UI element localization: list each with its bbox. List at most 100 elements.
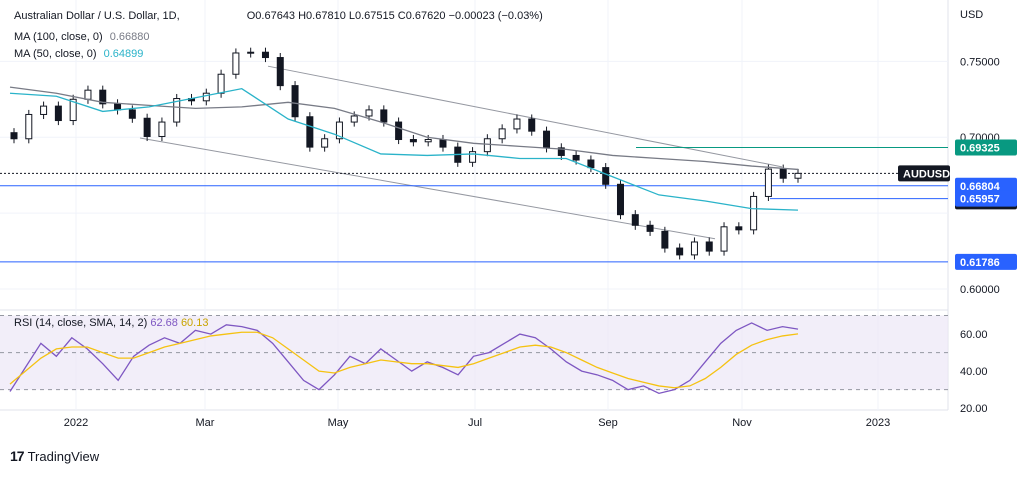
- candle-body: [365, 109, 373, 117]
- candle-body: [705, 241, 713, 252]
- candle-body: [439, 139, 447, 148]
- candle-body: [350, 115, 358, 123]
- ohlc-readout: O0.67643 H0.67810 L0.67515 C0.67620 −0.0…: [246, 10, 543, 22]
- candle-body: [202, 92, 210, 102]
- time-tick-label: Nov: [732, 417, 752, 429]
- currency-label: USD: [960, 9, 983, 21]
- candle-body: [572, 154, 580, 161]
- candle-body: [380, 109, 388, 123]
- price-pane: [0, 47, 948, 263]
- brand-name[interactable]: TradingView: [27, 448, 100, 464]
- candle-body: [557, 147, 565, 156]
- time-tick-label: 2023: [866, 417, 890, 429]
- price-label: 0.65957: [960, 194, 1000, 206]
- ma100-line: [9, 86, 799, 171]
- candle-body: [173, 98, 181, 123]
- candle-body: [217, 73, 225, 94]
- rsi-line: [9, 322, 799, 395]
- axes: USD0.750000.700000.600000.69325AUDUSD0.6…: [64, 9, 1017, 429]
- candle-body: [631, 214, 639, 226]
- candle-body: [25, 113, 33, 140]
- rsi-label: RSI (14, close, SMA, 14, 2): [14, 317, 148, 329]
- candle-body: [158, 121, 166, 137]
- rsi-tick-label: 60.00: [960, 329, 988, 341]
- candle-body: [409, 139, 417, 143]
- candle-body: [247, 51, 255, 54]
- price-label-box: [955, 190, 1017, 207]
- candle-body: [794, 172, 802, 179]
- ma50-line: [9, 87, 799, 211]
- candle-body: [99, 89, 107, 105]
- candle-body: [395, 121, 403, 141]
- candle-body: [483, 138, 491, 153]
- trend-channel-upper: [267, 65, 783, 168]
- price-label: AUDUSD: [903, 168, 950, 180]
- candle-body: [735, 226, 743, 231]
- time-tick-label: Mar: [196, 417, 215, 429]
- time-tick-label: 2022: [64, 417, 88, 429]
- rsi-pane: [0, 315, 948, 395]
- candle-body: [10, 132, 18, 140]
- candle-body: [69, 98, 77, 122]
- time-tick-label: Jul: [468, 417, 482, 429]
- candle-body: [750, 195, 758, 231]
- price-tick-label: 0.60000: [960, 284, 1000, 296]
- candle-body: [676, 247, 684, 256]
- candle-body: [276, 57, 284, 87]
- grid: [0, 0, 949, 411]
- candle-body: [528, 118, 536, 132]
- candle-body: [143, 117, 151, 137]
- candle-body: [84, 89, 92, 100]
- price-label: 0.61786: [960, 257, 1000, 269]
- candle-body: [779, 168, 787, 179]
- ma50-legend: MA (50, close, 0) 0.64899: [14, 48, 147, 60]
- symbol-legend: Australian Dollar / U.S. Dollar, 1D, O0.…: [14, 10, 547, 22]
- ma50-value: 0.64899: [103, 48, 144, 60]
- price-label-box: [955, 139, 1017, 156]
- candle-body: [543, 130, 551, 149]
- rsi-sma-line: [9, 331, 799, 389]
- candle-body: [469, 151, 477, 163]
- rsi-tick-label: 20.00: [960, 403, 988, 415]
- candle-body: [690, 241, 698, 256]
- symbol-title: Australian Dollar / U.S. Dollar, 1D,: [14, 10, 180, 22]
- candle-body: [114, 103, 122, 111]
- candle-body: [616, 183, 624, 216]
- candle-body: [587, 159, 595, 169]
- ma50-label: MA (50, close, 0): [14, 48, 97, 60]
- candle-body: [128, 109, 136, 119]
- candle-body: [232, 52, 240, 75]
- rsi-value: 62.68: [150, 317, 178, 329]
- ma100-value: 0.66880: [109, 31, 150, 43]
- candle-body: [513, 118, 521, 130]
- rsi-legend: RSI (14, close, SMA, 14, 2) 62.68 60.13: [14, 317, 208, 329]
- rsi-sma-value: 60.13: [180, 317, 209, 329]
- candle-body: [261, 51, 269, 59]
- price-label: 0.66804: [960, 181, 1001, 193]
- candle-body: [498, 128, 506, 140]
- ma100-legend: MA (100, close, 0) 0.66880: [14, 31, 153, 43]
- price-tick-label: 0.75000: [960, 56, 1000, 68]
- footer: 17 TradingView: [10, 448, 99, 464]
- candle-body: [424, 139, 432, 143]
- candle-body: [335, 121, 343, 140]
- candle-body: [291, 85, 299, 118]
- candle-body: [40, 105, 48, 115]
- candle-body: [321, 138, 329, 148]
- candle-body: [306, 116, 314, 148]
- candle-body: [646, 224, 654, 232]
- trend-channel-lower: [139, 137, 716, 240]
- price-label-box: [955, 253, 1017, 270]
- candle-body: [720, 226, 728, 252]
- candle-body: [602, 167, 610, 185]
- candle-body: [661, 230, 669, 249]
- tradingview-logo-icon[interactable]: 17: [10, 448, 25, 464]
- rsi-tick-label: 40.00: [960, 366, 988, 378]
- price-label-box: [955, 177, 1017, 194]
- ma100-label: MA (100, close, 0): [14, 31, 103, 43]
- price-label-box: [898, 165, 950, 182]
- candle-body: [764, 168, 772, 197]
- time-tick-label: May: [328, 417, 349, 429]
- time-tick-label: Sep: [598, 417, 618, 429]
